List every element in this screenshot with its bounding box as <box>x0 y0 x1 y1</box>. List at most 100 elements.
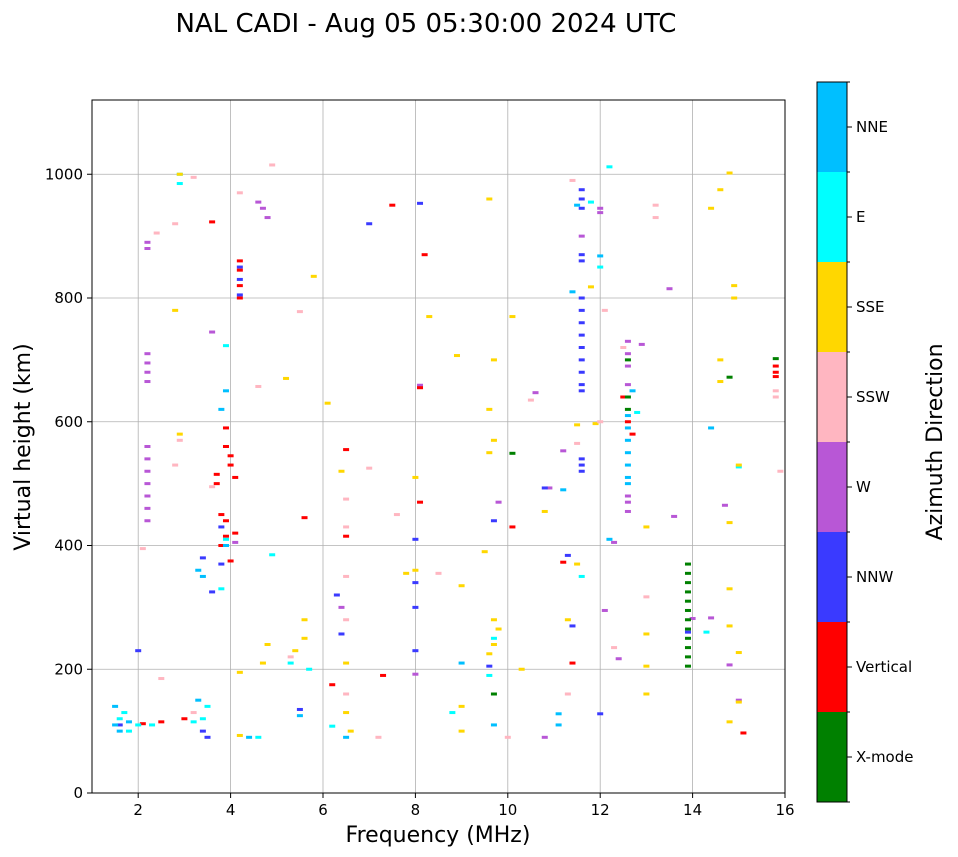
data-point <box>490 643 497 646</box>
data-point <box>222 537 229 541</box>
data-point <box>490 636 497 640</box>
data-point <box>726 624 733 628</box>
data-point <box>564 618 571 622</box>
x-tick-label: 12 <box>591 801 610 819</box>
data-point <box>199 729 206 733</box>
data-point <box>597 211 604 215</box>
data-point <box>412 475 419 479</box>
data-point <box>601 308 608 312</box>
data-point <box>708 206 715 210</box>
data-point <box>532 391 539 395</box>
data-point <box>578 469 585 473</box>
data-point <box>624 383 631 387</box>
series-vertical <box>139 203 779 735</box>
data-point <box>255 384 262 388</box>
data-point <box>684 562 691 566</box>
data-point <box>375 735 382 739</box>
data-point <box>684 581 691 585</box>
series-x-mode <box>490 357 779 696</box>
data-point <box>504 735 511 739</box>
data-point <box>204 735 211 739</box>
data-point <box>624 475 631 479</box>
data-point <box>144 469 151 473</box>
data-point <box>490 692 497 696</box>
data-point <box>624 414 631 418</box>
chart-title: NAL CADI - Aug 05 05:30:00 2024 UTC <box>176 9 677 39</box>
data-point <box>172 463 179 467</box>
data-point <box>634 410 641 414</box>
data-point <box>144 494 151 498</box>
data-point <box>490 358 497 362</box>
data-point <box>597 265 604 269</box>
data-point <box>735 463 742 467</box>
data-point <box>671 514 678 518</box>
y-tick-label: 200 <box>54 660 83 678</box>
data-point <box>578 346 585 349</box>
colorbar: X-mode Vertical NNW W SSW SSE E NNE <box>816 81 913 803</box>
data-point <box>717 188 724 192</box>
data-point <box>624 358 631 362</box>
data-point <box>731 284 738 288</box>
series-nnw <box>116 188 691 739</box>
data-point <box>176 432 183 436</box>
data-point <box>209 330 216 334</box>
colorbar-frame <box>816 81 848 803</box>
data-point <box>209 485 216 489</box>
data-point <box>569 661 576 665</box>
data-point <box>546 486 553 490</box>
data-point <box>481 550 488 554</box>
data-point <box>296 707 303 711</box>
data-point <box>666 287 673 291</box>
data-point <box>708 616 715 620</box>
data-point <box>195 698 202 702</box>
data-point <box>574 203 581 207</box>
data-point <box>190 175 197 179</box>
data-point <box>735 700 742 704</box>
data-point <box>624 500 631 504</box>
data-point <box>343 692 350 696</box>
data-point <box>684 590 691 594</box>
data-point <box>209 220 216 224</box>
data-point <box>236 670 243 674</box>
data-point <box>772 395 779 399</box>
data-point <box>684 627 691 631</box>
data-point <box>301 618 308 622</box>
data-point <box>125 729 132 733</box>
data-point <box>144 380 151 384</box>
data-point <box>435 571 442 575</box>
colorbar-category-label: SSW <box>856 388 890 406</box>
data-point <box>144 445 151 448</box>
y-tick-label: 1000 <box>45 165 83 183</box>
data-point <box>490 618 497 622</box>
data-point <box>772 364 779 368</box>
data-point <box>343 525 350 529</box>
data-point <box>735 651 742 655</box>
data-point <box>222 426 229 430</box>
data-point <box>597 420 604 424</box>
data-point <box>518 667 525 671</box>
data-point <box>218 525 225 529</box>
data-point <box>296 714 303 718</box>
data-point <box>772 370 779 374</box>
data-point <box>726 720 733 724</box>
data-point <box>611 540 618 544</box>
data-point <box>393 513 400 517</box>
data-point <box>218 544 225 547</box>
data-point <box>643 632 650 636</box>
data-point <box>426 315 433 319</box>
data-point <box>190 720 197 724</box>
data-point <box>199 574 206 578</box>
data-point <box>412 568 419 572</box>
data-point <box>578 188 585 192</box>
data-point <box>412 672 419 676</box>
data-point <box>144 457 151 461</box>
data-point <box>144 240 151 244</box>
series-nne <box>112 203 715 739</box>
data-point <box>495 500 502 504</box>
data-point <box>490 438 497 442</box>
data-point <box>324 401 331 405</box>
data-point <box>338 469 345 473</box>
data-point <box>624 463 631 467</box>
data-point <box>283 376 290 380</box>
